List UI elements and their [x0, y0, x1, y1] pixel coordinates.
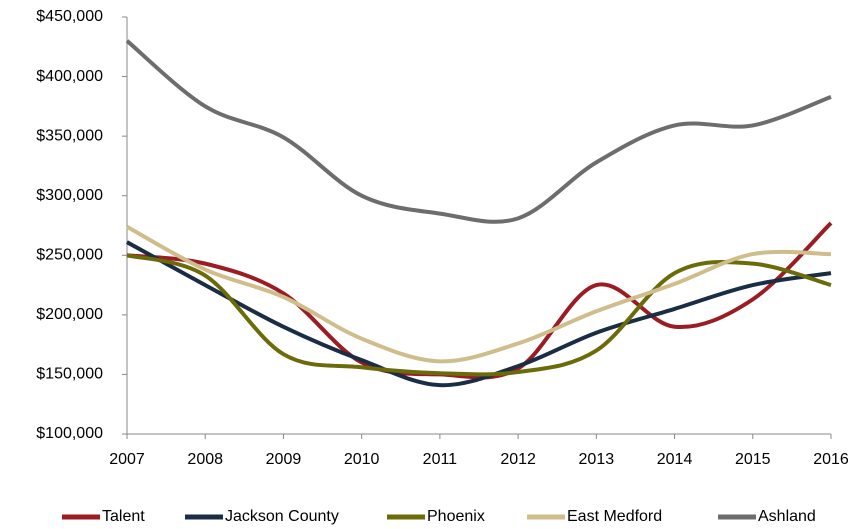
y-tick-label: $450,000: [36, 8, 103, 25]
legend-label: Jackson County: [225, 508, 339, 525]
x-tick-label: 2015: [735, 451, 771, 468]
y-tick-label: $300,000: [36, 187, 103, 204]
y-tick-label: $350,000: [36, 127, 103, 144]
x-tick-label: 2011: [423, 451, 458, 468]
line-series: [126, 240, 832, 388]
x-tick-label: 2009: [266, 451, 302, 468]
y-tick-label: $200,000: [36, 306, 103, 323]
y-tick-label: $150,000: [36, 366, 103, 383]
x-tick-label: 2010: [344, 451, 380, 468]
x-tick-label: 2012: [500, 451, 536, 468]
line-series: [126, 224, 832, 364]
legend-label: Ashland: [758, 508, 816, 525]
y-tick-label: $400,000: [36, 68, 103, 85]
legend-label: Talent: [102, 508, 145, 525]
x-tick-label: 2007: [109, 451, 145, 468]
x-tick-label: 2014: [657, 451, 693, 468]
line-series: [126, 221, 833, 380]
legend-label: Phoenix: [427, 508, 485, 525]
legend-label: East Medford: [567, 508, 662, 525]
y-tick-label: $250,000: [36, 247, 103, 264]
x-tick-label: 2008: [187, 451, 223, 468]
x-tick-label: 2013: [579, 451, 615, 468]
y-tick-label: $100,000: [36, 425, 103, 442]
line-series: [125, 39, 832, 224]
line-series: [126, 253, 832, 377]
x-tick-label: 2016: [813, 451, 849, 468]
